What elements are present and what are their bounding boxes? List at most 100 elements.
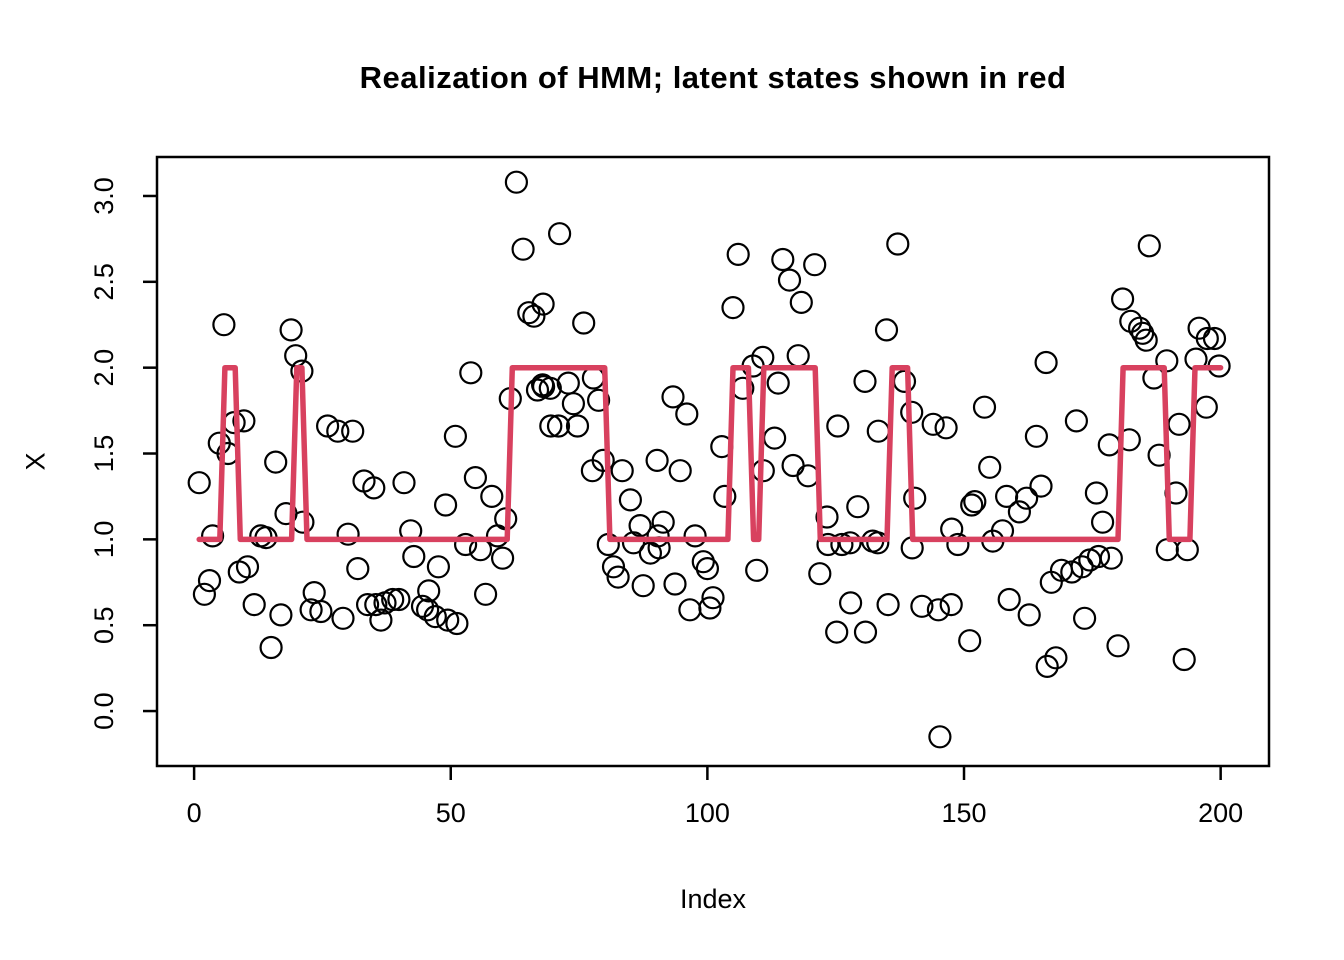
observation-point bbox=[830, 532, 854, 557]
observation-point bbox=[1194, 395, 1218, 419]
observation-point bbox=[695, 556, 720, 581]
observation-point bbox=[581, 366, 606, 390]
observation-point bbox=[910, 594, 934, 618]
observation-point bbox=[1127, 316, 1152, 340]
observation-point bbox=[866, 531, 890, 555]
observation-point bbox=[192, 582, 216, 606]
observation-point bbox=[336, 522, 360, 546]
x-tick-label: 50 bbox=[436, 798, 466, 828]
observation-point bbox=[766, 371, 790, 395]
observation-point bbox=[511, 237, 535, 261]
observation-point bbox=[279, 318, 303, 342]
observation-point bbox=[892, 369, 917, 393]
observation-point bbox=[364, 592, 388, 617]
observation-point bbox=[960, 493, 984, 517]
observation-point bbox=[463, 466, 487, 490]
observation-point bbox=[838, 531, 862, 555]
observation-point bbox=[610, 459, 634, 483]
observation-point bbox=[591, 448, 615, 472]
observation-point bbox=[866, 419, 890, 443]
observation-point bbox=[369, 608, 393, 632]
observation-point bbox=[606, 565, 630, 589]
y-tick-label: 0.0 bbox=[89, 692, 119, 730]
observation-point bbox=[269, 603, 293, 627]
observation-point bbox=[423, 604, 447, 629]
observation-point bbox=[392, 471, 416, 495]
observation-point bbox=[683, 524, 707, 548]
observation-point bbox=[958, 629, 982, 653]
observation-point bbox=[698, 596, 722, 620]
observation-point bbox=[1175, 538, 1199, 562]
observation-point bbox=[346, 556, 370, 581]
observation-point bbox=[1134, 328, 1158, 352]
observation-point bbox=[997, 587, 1021, 612]
observation-point bbox=[309, 599, 333, 624]
observation-point bbox=[402, 544, 426, 569]
observation-point bbox=[326, 419, 350, 443]
observation-point bbox=[416, 598, 440, 622]
observation-point bbox=[356, 592, 380, 617]
observation-point bbox=[1070, 555, 1094, 579]
observation-point bbox=[876, 592, 900, 617]
observation-point bbox=[618, 488, 643, 512]
observation-point bbox=[362, 476, 386, 500]
observation-point bbox=[586, 388, 611, 412]
observation-point bbox=[538, 376, 562, 400]
observation-point bbox=[474, 582, 498, 606]
observation-point bbox=[426, 555, 450, 579]
observation-point bbox=[903, 486, 927, 510]
observation-point bbox=[572, 311, 596, 335]
observation-point bbox=[1024, 424, 1049, 448]
observation-point bbox=[1090, 510, 1115, 534]
observation-point bbox=[601, 555, 626, 579]
observation-point bbox=[387, 587, 411, 612]
observation-point bbox=[886, 232, 910, 256]
observation-point bbox=[651, 510, 675, 534]
observation-point bbox=[331, 606, 355, 630]
x-tick-label: 150 bbox=[941, 798, 986, 828]
observation-point bbox=[517, 301, 541, 325]
observation-point bbox=[946, 532, 970, 557]
observation-point bbox=[1035, 654, 1059, 679]
observation-point bbox=[853, 620, 878, 644]
observation-point bbox=[815, 505, 839, 529]
observation-point bbox=[539, 414, 563, 438]
observation-point bbox=[816, 532, 840, 557]
observation-point bbox=[264, 450, 288, 474]
observation-point bbox=[786, 344, 810, 368]
observation-point bbox=[1072, 606, 1097, 630]
y-tick-label: 1.5 bbox=[89, 435, 119, 473]
observation-point bbox=[434, 493, 458, 517]
y-tick-label: 0.5 bbox=[89, 606, 119, 644]
latent-state-line bbox=[196, 364, 1224, 543]
observation-point bbox=[299, 598, 323, 622]
observation-point bbox=[721, 296, 745, 320]
plot-frame bbox=[155, 155, 1271, 768]
observation-point bbox=[1064, 409, 1089, 433]
observation-point bbox=[459, 361, 483, 385]
observation-point bbox=[561, 392, 586, 416]
observation-point bbox=[726, 242, 750, 266]
observation-point bbox=[789, 290, 813, 314]
observation-point bbox=[796, 464, 820, 488]
observation-point bbox=[1086, 544, 1111, 569]
observation-point bbox=[926, 598, 951, 622]
observation-point bbox=[1034, 350, 1058, 375]
observation-point bbox=[491, 546, 515, 570]
y-tick-label: 2.0 bbox=[89, 349, 119, 387]
observation-point bbox=[1110, 287, 1135, 311]
observation-point bbox=[1017, 603, 1041, 627]
observation-point bbox=[853, 369, 877, 393]
observation-point bbox=[468, 538, 493, 562]
observation-point bbox=[701, 586, 725, 610]
observation-point bbox=[628, 513, 652, 538]
observation-point bbox=[803, 253, 827, 277]
y-tick-label: 1.0 bbox=[89, 521, 119, 559]
observation-point bbox=[777, 268, 802, 292]
observation-point bbox=[187, 471, 211, 495]
observation-point bbox=[1084, 481, 1109, 505]
observation-point bbox=[1202, 326, 1227, 351]
x-tick-label: 100 bbox=[685, 798, 730, 828]
observation-point bbox=[825, 620, 849, 644]
